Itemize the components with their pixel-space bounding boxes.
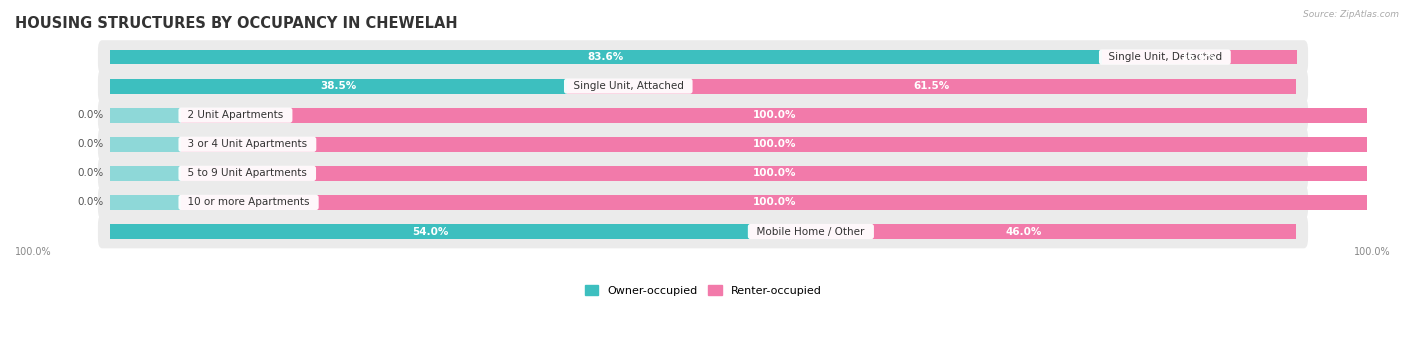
Text: 61.5%: 61.5% — [914, 81, 949, 91]
Bar — [110, 224, 751, 239]
Text: 5 to 9 Unit Apartments: 5 to 9 Unit Apartments — [181, 168, 314, 178]
FancyBboxPatch shape — [98, 186, 1308, 219]
Text: Single Unit, Detached: Single Unit, Detached — [1101, 52, 1229, 62]
Text: Single Unit, Attached: Single Unit, Attached — [567, 81, 690, 91]
Bar — [110, 79, 567, 93]
Bar — [181, 108, 1367, 123]
Text: 100.0%: 100.0% — [752, 168, 796, 178]
FancyBboxPatch shape — [98, 215, 1308, 248]
Bar — [1101, 50, 1298, 64]
FancyBboxPatch shape — [98, 40, 1308, 74]
Text: Source: ZipAtlas.com: Source: ZipAtlas.com — [1303, 10, 1399, 19]
Text: 16.5%: 16.5% — [1181, 52, 1218, 62]
Text: 2 Unit Apartments: 2 Unit Apartments — [181, 110, 290, 120]
Text: 100.0%: 100.0% — [752, 197, 796, 207]
Text: 0.0%: 0.0% — [77, 197, 104, 207]
Text: Mobile Home / Other: Mobile Home / Other — [751, 226, 872, 237]
Text: 10 or more Apartments: 10 or more Apartments — [181, 197, 316, 207]
Text: 0.0%: 0.0% — [77, 139, 104, 149]
Legend: Owner-occupied, Renter-occupied: Owner-occupied, Renter-occupied — [585, 285, 821, 296]
FancyBboxPatch shape — [98, 69, 1308, 103]
Bar — [181, 195, 1367, 210]
Bar — [567, 79, 1296, 93]
Text: 100.0%: 100.0% — [752, 139, 796, 149]
Bar — [110, 137, 181, 152]
Text: 46.0%: 46.0% — [1005, 226, 1042, 237]
Text: 100.0%: 100.0% — [1354, 248, 1391, 257]
Bar — [110, 166, 181, 181]
Bar — [751, 224, 1296, 239]
Text: 3 or 4 Unit Apartments: 3 or 4 Unit Apartments — [181, 139, 314, 149]
Text: 0.0%: 0.0% — [77, 110, 104, 120]
Bar — [181, 137, 1367, 152]
Text: 0.0%: 0.0% — [77, 168, 104, 178]
FancyBboxPatch shape — [98, 99, 1308, 132]
Text: HOUSING STRUCTURES BY OCCUPANCY IN CHEWELAH: HOUSING STRUCTURES BY OCCUPANCY IN CHEWE… — [15, 16, 457, 31]
Text: 83.6%: 83.6% — [588, 52, 624, 62]
FancyBboxPatch shape — [98, 157, 1308, 190]
Bar — [181, 166, 1367, 181]
Text: 100.0%: 100.0% — [752, 110, 796, 120]
FancyBboxPatch shape — [98, 128, 1308, 161]
Bar — [110, 108, 181, 123]
Bar — [110, 50, 1101, 64]
Bar — [110, 195, 181, 210]
Text: 100.0%: 100.0% — [15, 248, 52, 257]
Text: 38.5%: 38.5% — [321, 81, 356, 91]
Text: 54.0%: 54.0% — [412, 226, 449, 237]
